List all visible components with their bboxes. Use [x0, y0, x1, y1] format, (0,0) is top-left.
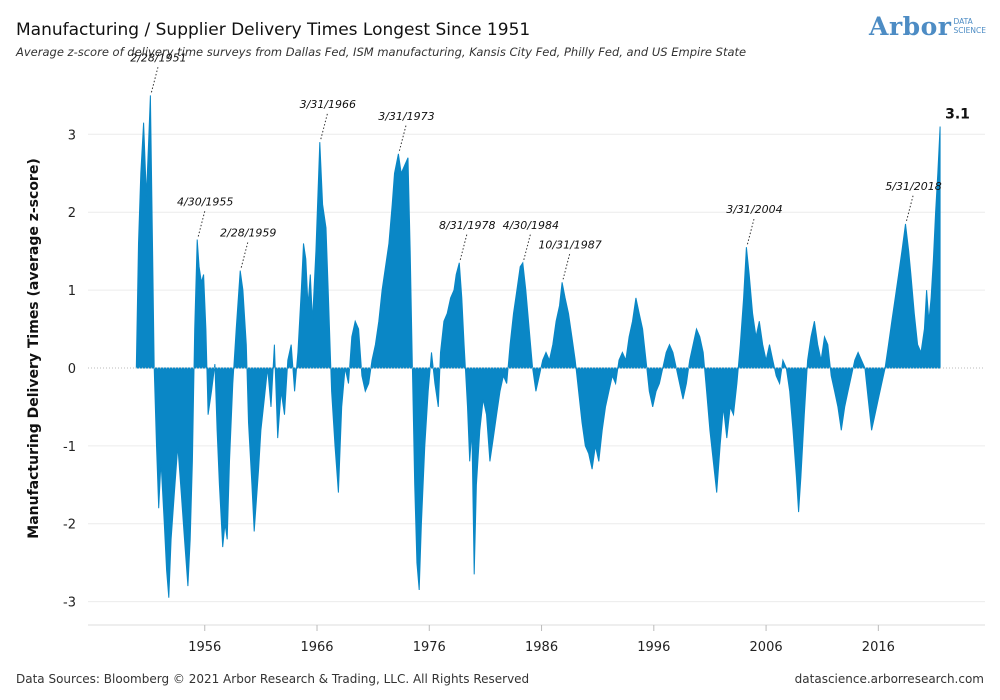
- annotation-label: 4/30/1984: [503, 219, 559, 232]
- x-axis-ticks: 1956 1966 1976 1986 1996 2006 2016: [188, 625, 895, 655]
- annotation-label: 5/31/2018: [885, 180, 941, 193]
- data-sources-note: Data Sources: Bloomberg © 2021 Arbor Res…: [16, 672, 530, 686]
- annotation-leader: [197, 209, 206, 237]
- y-tick-label: 3: [68, 128, 76, 143]
- website-url: datascience.arborresearch.com: [794, 672, 984, 686]
- chart-subtitle: Average z-score of delivery time surveys…: [16, 45, 747, 59]
- y-tick-label: 1: [68, 284, 76, 299]
- annotation-leader: [150, 65, 159, 93]
- chart-title: Manufacturing / Supplier Delivery Times …: [16, 20, 531, 40]
- y-tick-label: -3: [63, 596, 76, 611]
- logo-wordmark: Arbor: [869, 12, 952, 41]
- x-tick-label: 1996: [637, 640, 670, 655]
- annotation-label: 4/30/1955: [177, 195, 233, 208]
- x-tick-label: 1956: [188, 640, 221, 655]
- annotation-leader: [398, 123, 407, 151]
- grid-lines: [88, 133, 985, 626]
- annotation-leader: [320, 111, 329, 140]
- y-axis-label: Manufacturing Delivery Times (average z-…: [26, 158, 42, 538]
- y-tick-label: 0: [68, 362, 76, 377]
- annotation-leader: [240, 240, 249, 268]
- y-tick-label: 2: [68, 206, 76, 221]
- annotation-leader: [459, 232, 468, 260]
- annotation-label: 10/31/1987: [538, 238, 601, 251]
- y-tick-label: -2: [63, 518, 76, 533]
- annotation-label: 3/31/2004: [726, 203, 782, 216]
- y-tick-label: -1: [63, 440, 76, 455]
- annotation-leader: [746, 217, 755, 245]
- x-tick-label: 1976: [413, 640, 446, 655]
- annotation-leader: [523, 232, 532, 260]
- x-tick-label: 2006: [750, 640, 783, 655]
- arbor-logo: Arbor DATA SCIENCE: [869, 12, 986, 41]
- y-axis-ticks: -3 -2 -1 0 1 2 3: [63, 128, 76, 610]
- x-tick-label: 2016: [862, 640, 895, 655]
- annotation-leader: [562, 252, 571, 280]
- annotation-label: 2/28/1951: [130, 51, 186, 64]
- logo-sub-line-1: DATA: [953, 17, 973, 26]
- delivery-times-area: [135, 95, 941, 598]
- annotation-leader: [906, 193, 915, 222]
- annotation-label: 2/28/1959: [220, 227, 276, 240]
- last-value-label: 3.1: [945, 107, 970, 123]
- peak-annotations: 2/28/1951 4/30/1955 2/28/1959 3/31/1966 3/31…: [130, 51, 942, 280]
- x-tick-label: 1966: [300, 640, 333, 655]
- annotation-label: 3/31/1966: [300, 98, 356, 111]
- x-tick-label: 1986: [525, 640, 558, 655]
- annotation-label: 8/31/1978: [439, 219, 495, 232]
- annotation-label: 3/31/1973: [378, 110, 434, 123]
- logo-sub-line-2: SCIENCE: [953, 26, 986, 35]
- logo-subtext: DATA SCIENCE: [953, 17, 986, 35]
